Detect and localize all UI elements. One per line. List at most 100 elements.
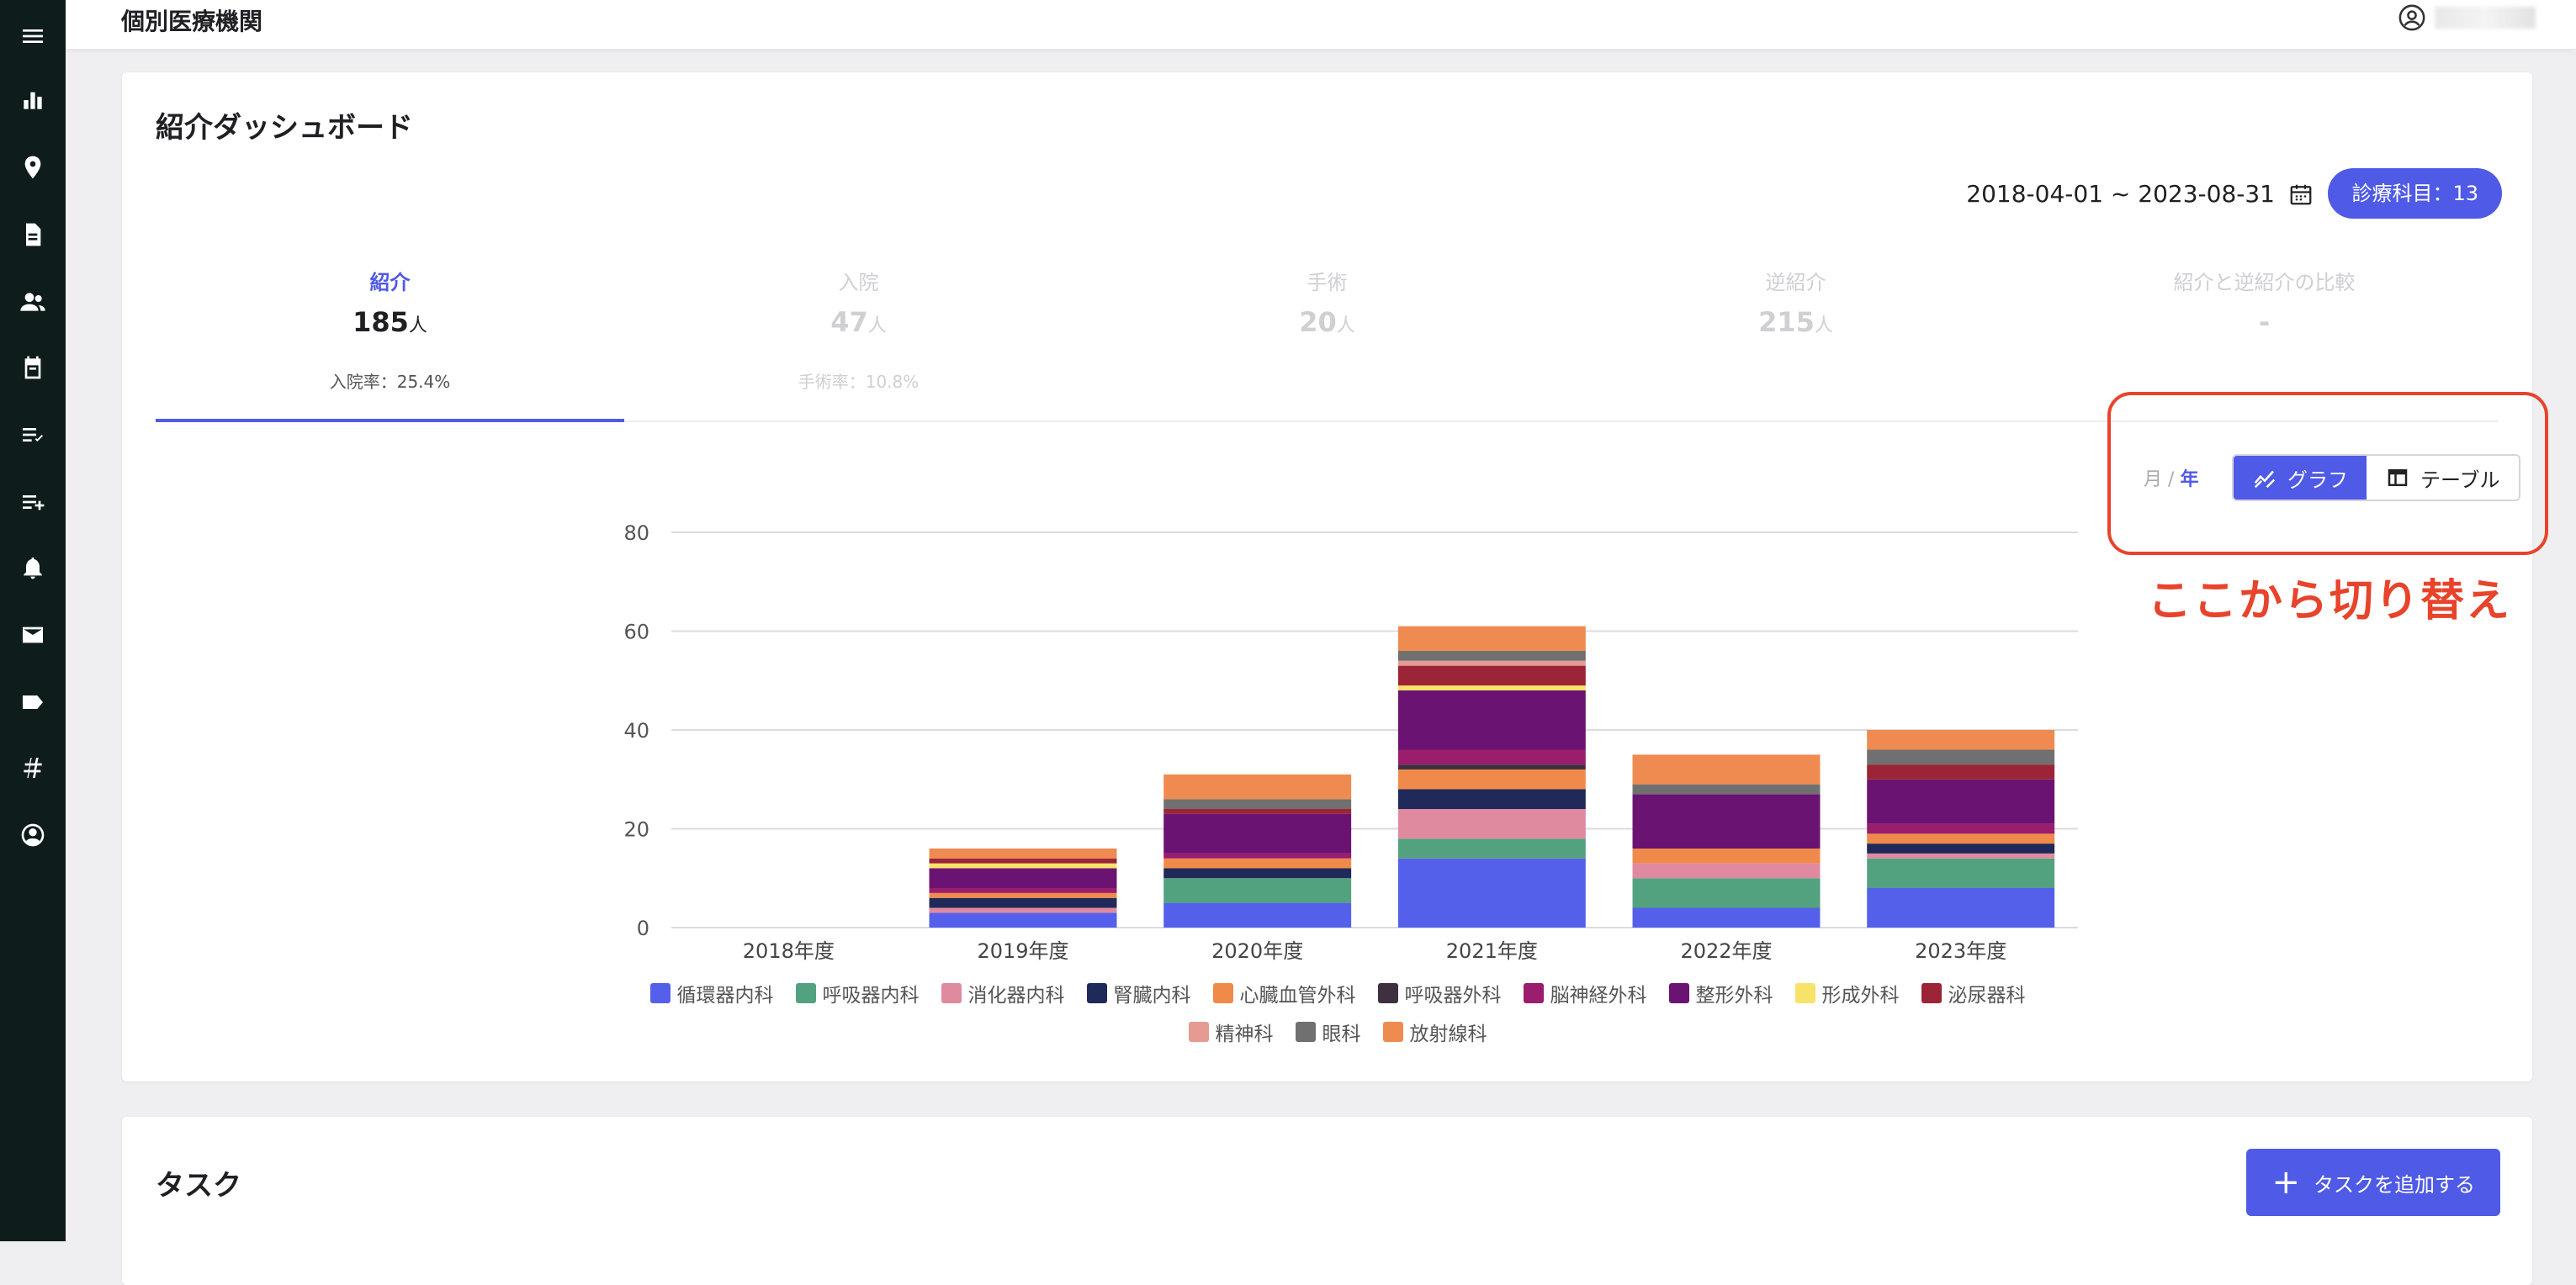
legend-label: 放射線科 [1409, 1023, 1487, 1045]
menu-icon[interactable] [0, 17, 66, 56]
people-icon[interactable] [0, 283, 66, 321]
bar-segment [929, 888, 1117, 893]
legend-label: 心臓血管外科 [1239, 985, 1356, 1007]
chart-legend: 循環器内科 呼吸器内科 消化器内科 腎臓内科 心臓血管外科 呼吸器外科 脳神経外科 整形外科 形… [606, 979, 2070, 1046]
bar-segment [1867, 858, 2055, 888]
checklist-icon[interactable] [0, 415, 66, 454]
legend-item[interactable]: 放射線科 [1382, 1018, 1487, 1046]
graph-view-button[interactable]: グラフ [2234, 456, 2367, 500]
legend-swatch [1921, 983, 1942, 1003]
user-menu[interactable] [2398, 3, 2536, 32]
legend-item[interactable]: 脳神経外科 [1523, 979, 1647, 1007]
add-task-button[interactable]: + タスクを追加する [2246, 1149, 2500, 1216]
tab-label: 紹介と逆紹介の比較 [2173, 271, 2356, 294]
legend-label: 循環器内科 [676, 985, 774, 1007]
table-view-label: テーブル [2420, 468, 2500, 492]
tasks-card: タスク + タスクを追加する [122, 1117, 2532, 1285]
legend-item[interactable]: 泌尿器科 [1921, 979, 2026, 1007]
bar-segment [1632, 784, 1821, 795]
mail-icon[interactable] [0, 616, 66, 654]
legend-label: 呼吸器内科 [822, 985, 920, 1007]
hashtag-icon[interactable] [0, 748, 66, 787]
x-tick-label: 2019年度 [977, 939, 1068, 963]
bar-segment [1397, 789, 1586, 809]
sidebar [0, 0, 66, 1241]
x-tick-label: 2018年度 [743, 939, 835, 963]
legend-label: 呼吸器外科 [1404, 985, 1502, 1007]
period-year[interactable]: 年 [2180, 469, 2199, 490]
tab-value: 20人 [1299, 306, 1355, 338]
bar-segment [1163, 809, 1352, 814]
legend-item[interactable]: 形成外科 [1794, 979, 1900, 1007]
date-range-text: 2018-04-01 ~ 2023-08-31 [1966, 180, 2275, 208]
legend-swatch [1382, 1022, 1403, 1042]
legend-item[interactable]: 心臓血管外科 [1212, 979, 1356, 1007]
bar-segment [1867, 779, 2055, 824]
bar-segment [1397, 764, 1586, 769]
graph-view-label: グラフ [2287, 468, 2348, 492]
legend-swatch [1523, 983, 1544, 1003]
legend-label: 泌尿器科 [1948, 985, 2026, 1007]
bar-segment [1397, 660, 1586, 666]
document-icon[interactable] [0, 215, 66, 254]
bar-segment [929, 858, 1117, 864]
tab-referral[interactable]: 紹介 185人 入院率：25.4% [156, 266, 624, 422]
tasks-title: タスク [156, 1169, 241, 1203]
active-tab-indicator [156, 419, 624, 422]
legend-item[interactable]: 消化器内科 [941, 979, 1065, 1007]
tab-comparison[interactable]: 紹介と逆紹介の比較 - [2030, 266, 2499, 420]
bell-icon[interactable] [0, 548, 66, 587]
legend-item[interactable]: 循環器内科 [649, 979, 774, 1007]
department-filter-button[interactable]: 診療科目：13 [2328, 168, 2502, 219]
table-view-button[interactable]: テーブル [2367, 456, 2519, 500]
period-separator: / [2168, 469, 2175, 490]
account-circle-icon[interactable] [0, 816, 66, 854]
legend-swatch [795, 983, 816, 1003]
legend-item[interactable]: 精神科 [1188, 1018, 1274, 1046]
legend-item[interactable]: 眼科 [1295, 1018, 1361, 1046]
legend-swatch [1212, 983, 1233, 1003]
legend-label: 精神科 [1215, 1023, 1274, 1045]
legend-item[interactable]: 呼吸器内科 [795, 979, 920, 1007]
bar-segment [929, 897, 1117, 908]
plus-icon: + [2271, 1163, 2300, 1202]
bar-segment [1632, 849, 1821, 864]
tab-admission[interactable]: 入院 47人 手術率：10.8% [624, 266, 1093, 420]
bar-segment [1867, 823, 2055, 834]
annotation-text: ここから切り替え [2148, 576, 2512, 627]
annotation-highlight-box [2107, 392, 2548, 555]
bar-segment [1163, 774, 1352, 800]
bar-segment [1867, 888, 2055, 928]
bar-segment [1397, 769, 1586, 790]
legend-item[interactable]: 腎臓内科 [1086, 979, 1191, 1007]
org-name: 個別医療機関 [121, 8, 263, 35]
bar-segment [1632, 878, 1821, 908]
playlist-add-icon[interactable] [0, 483, 66, 521]
location-pin-icon[interactable] [0, 148, 66, 187]
legend-item[interactable]: 呼吸器外科 [1377, 979, 1502, 1007]
bar-segment [1397, 858, 1586, 928]
period-month[interactable]: 月 [2144, 469, 2163, 490]
bar-segment [1397, 809, 1586, 839]
date-range-picker[interactable]: 2018-04-01 ~ 2023-08-31 [1966, 180, 2314, 208]
tab-value: 185人 [352, 306, 427, 338]
legend-item[interactable]: 整形外科 [1668, 979, 1773, 1007]
bar-segment [1163, 858, 1352, 869]
tab-surgery[interactable]: 手術 20人 [1093, 266, 1561, 420]
user-name-blurred [2435, 7, 2536, 29]
bar-chart-icon[interactable] [0, 81, 66, 119]
bar-segment [1867, 843, 2055, 854]
add-task-label: タスクを追加する [2314, 1172, 2475, 1197]
bar-segment [1632, 754, 1821, 785]
x-tick-label: 2021年度 [1446, 939, 1538, 963]
bar-segment [929, 868, 1117, 888]
y-tick-label: 80 [623, 521, 649, 545]
legend-label: 消化器内科 [967, 985, 1065, 1007]
tab-reverse-referral[interactable]: 逆紹介 215人 [1561, 266, 2030, 420]
table-icon [2388, 469, 2408, 486]
label-icon[interactable] [0, 683, 66, 722]
bar-segment [1632, 794, 1821, 849]
tab-subtext: 手術率：10.8% [798, 372, 920, 392]
y-tick-label: 0 [637, 917, 649, 940]
calendar-icon[interactable] [0, 348, 66, 387]
